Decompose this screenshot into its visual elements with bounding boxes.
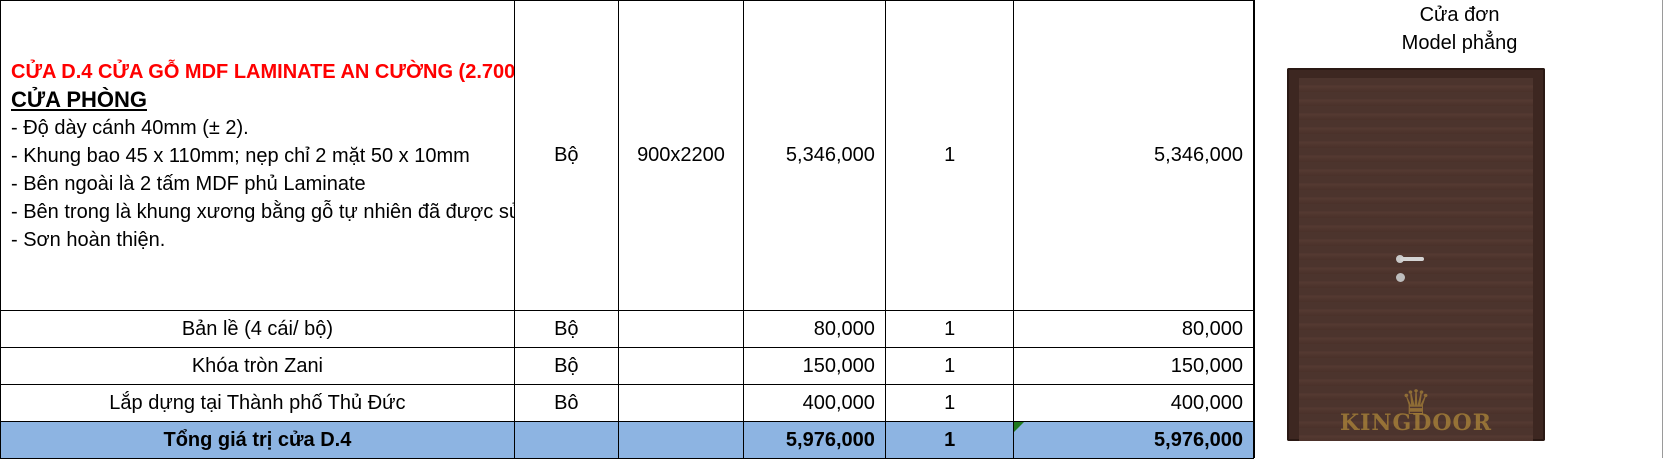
spec-line: - Bên ngoài là 2 tấm MDF phủ Laminate: [11, 172, 366, 195]
summary-row: Tổng giá trị cửa D.4 5,976,000 1 5,976,0…: [0, 421, 1254, 459]
image-caption-type: Cửa đơn: [1419, 4, 1500, 26]
main-item-subtitle: CỬA PHÒNG: [11, 86, 147, 112]
spec-line: - Độ dày cánh 40mm (± 2).: [11, 116, 249, 139]
main-item-size: 900x2200: [617, 0, 745, 311]
table-row: Lắp dựng tại Thành phố Thủ Đức Bô 400,00…: [0, 384, 1254, 422]
watermark-text: KINGDOOR: [1340, 410, 1492, 436]
summary-size: [617, 421, 745, 459]
row-unit: Bộ: [513, 310, 619, 348]
main-item-qty: 1: [884, 0, 1015, 311]
summary-unit: [513, 421, 619, 459]
main-item-row: CỬA D.4 CỬA GỖ MDF LAMINATE AN CƯỜNG (2.…: [0, 0, 1254, 311]
row-unit: Bộ: [513, 347, 619, 385]
crown-icon: ♛: [1400, 384, 1432, 422]
summary-price: 5,976,000: [743, 421, 886, 459]
kingdoor-watermark: ♛ KINGDOOR: [1299, 386, 1533, 434]
row-total: 80,000: [1013, 310, 1254, 348]
main-item-title: CỬA D.4 CỬA GỖ MDF LAMINATE AN CƯỜNG (2.…: [11, 60, 515, 83]
row-name: Khóa tròn Zani: [0, 347, 515, 385]
table-row: Bản lề (4 cái/ bộ) Bộ 80,000 1 80,000: [0, 310, 1254, 348]
summary-qty: 1: [884, 421, 1015, 459]
row-total: 400,000: [1013, 384, 1254, 422]
main-item-unit: Bộ: [513, 0, 619, 311]
image-caption-model: Model phẳng: [1401, 32, 1518, 54]
row-name: Bản lề (4 cái/ bộ): [0, 310, 515, 348]
row-qty: 1: [884, 384, 1015, 422]
row-name: Lắp dựng tại Thành phố Thủ Đức: [0, 384, 515, 422]
row-total: 150,000: [1013, 347, 1254, 385]
row-price: 80,000: [743, 310, 886, 348]
spec-line: - Khung bao 45 x 110mm; nẹp chỉ 2 mặt 50…: [11, 144, 470, 167]
row-size: [617, 347, 745, 385]
product-image-cell: Cửa đơn Model phẳng: [1254, 0, 1663, 458]
main-item-total: 5,346,000: [1013, 0, 1254, 311]
door-handle-icon: [1400, 257, 1424, 261]
row-qty: 1: [884, 347, 1015, 385]
table-row: Khóa tròn Zani Bộ 150,000 1 150,000: [0, 347, 1254, 385]
row-unit: Bô: [513, 384, 619, 422]
main-item-description: CỬA D.4 CỬA GỖ MDF LAMINATE AN CƯỜNG (2.…: [0, 0, 515, 311]
row-size: [617, 310, 745, 348]
door-lock-icon: [1396, 273, 1405, 282]
row-size: [617, 384, 745, 422]
spec-line: - Sơn hoàn thiện.: [11, 228, 166, 251]
summary-total: 5,976,000: [1013, 421, 1254, 459]
row-price: 150,000: [743, 347, 886, 385]
summary-label: Tổng giá trị cửa D.4: [0, 421, 515, 459]
row-price: 400,000: [743, 384, 886, 422]
main-item-price: 5,346,000: [743, 0, 886, 311]
quotation-table: CỬA D.4 CỬA GỖ MDF LAMINATE AN CƯỜNG (2.…: [0, 0, 1254, 459]
spec-line: - Bên trong là khung xương bằng gỗ tự nh…: [11, 200, 513, 223]
row-qty: 1: [884, 310, 1015, 348]
